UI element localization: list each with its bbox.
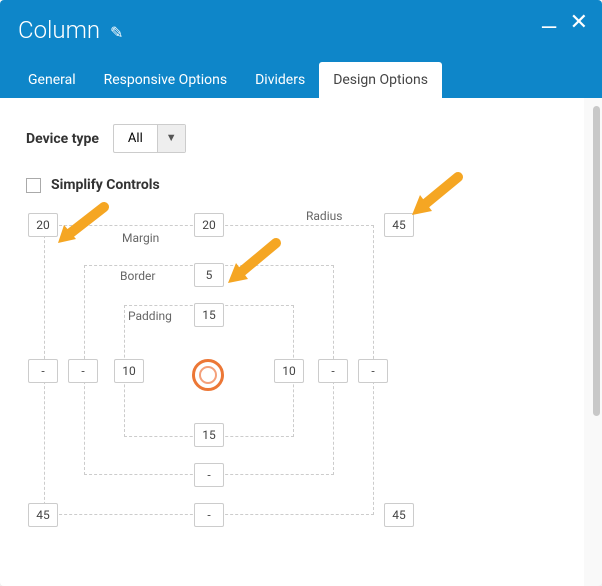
edit-icon[interactable]: ✎: [110, 23, 123, 42]
radius-br-input[interactable]: 45: [384, 503, 414, 527]
tab-design-options[interactable]: Design Options: [319, 62, 442, 98]
border-bottom-input[interactable]: -: [194, 463, 224, 487]
dialog-header: Column ✎ — ✕ General Responsive Options …: [0, 0, 602, 98]
padding-bottom-input[interactable]: 15: [194, 423, 224, 447]
simplify-checkbox[interactable]: [26, 178, 41, 193]
padding-right-input[interactable]: 10: [274, 359, 304, 383]
dialog-title: Column: [18, 16, 100, 44]
scrollbar[interactable]: [593, 106, 600, 416]
tab-dividers[interactable]: Dividers: [241, 62, 319, 98]
margin-top-input[interactable]: 20: [28, 213, 58, 237]
content-core-icon: [192, 359, 224, 391]
minimize-button[interactable]: —: [540, 16, 557, 41]
simplify-label: Simplify Controls: [51, 177, 160, 193]
radius-tr-input[interactable]: 45: [384, 213, 414, 237]
radius-label: Radius: [306, 209, 342, 223]
margin-bottom-input[interactable]: -: [194, 503, 224, 527]
margin-label: Margin: [122, 231, 159, 245]
border-left-input[interactable]: -: [68, 359, 98, 383]
device-type-label: Device type: [26, 131, 99, 147]
margin-left-input[interactable]: -: [28, 359, 58, 383]
radius-bl-input[interactable]: 45: [28, 503, 58, 527]
padding-top-input[interactable]: 15: [194, 303, 224, 327]
box-model: Margin Border Padding Radius 20 - - - 20…: [28, 207, 418, 517]
margin-right-input[interactable]: -: [358, 359, 388, 383]
border-right-input[interactable]: -: [318, 359, 348, 383]
tabs: General Responsive Options Dividers Desi…: [14, 62, 442, 98]
border-top-input: 20: [194, 213, 224, 237]
tab-general[interactable]: General: [14, 62, 90, 98]
chevron-down-icon: ▼: [157, 125, 185, 152]
border-top-input[interactable]: 5: [194, 263, 224, 287]
padding-left-input[interactable]: 10: [114, 359, 144, 383]
device-type-value: All: [114, 125, 157, 152]
border-label: Border: [120, 269, 155, 283]
device-type-select[interactable]: All ▼: [113, 124, 186, 153]
tab-responsive[interactable]: Responsive Options: [90, 62, 242, 98]
close-button[interactable]: ✕: [570, 10, 588, 35]
padding-label: Padding: [128, 309, 172, 323]
panel-body: Device type All ▼ Simplify Controls Marg…: [0, 98, 584, 586]
